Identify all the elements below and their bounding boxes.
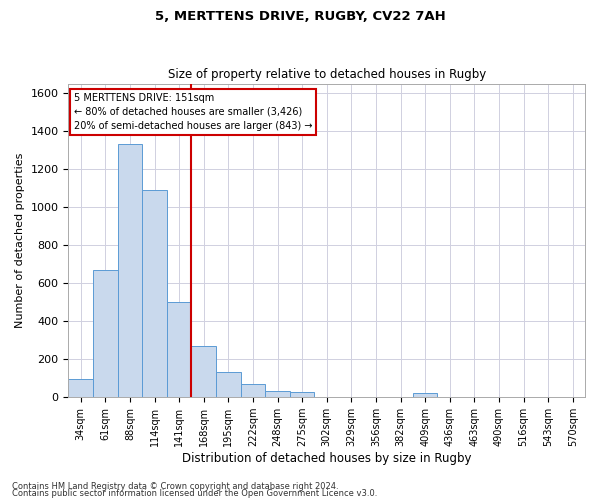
Bar (413, 394, 437, 397)
Bar (216, 372, 241, 397)
Text: 5, MERTTENS DRIVE, RUGBY, CV22 7AH: 5, MERTTENS DRIVE, RUGBY, CV22 7AH (155, 10, 445, 23)
Bar (93, 270, 118, 397)
Bar (241, 384, 265, 397)
Bar (191, 346, 216, 397)
Bar (167, 302, 191, 397)
Bar (142, 190, 167, 397)
Text: Contains HM Land Registry data © Crown copyright and database right 2024.: Contains HM Land Registry data © Crown c… (12, 482, 338, 491)
Bar (68, 379, 93, 397)
Bar (118, 144, 142, 397)
X-axis label: Distribution of detached houses by size in Rugby: Distribution of detached houses by size … (182, 452, 472, 465)
Text: Contains public sector information licensed under the Open Government Licence v3: Contains public sector information licen… (12, 489, 377, 498)
Bar (265, 390, 290, 397)
Title: Size of property relative to detached houses in Rugby: Size of property relative to detached ho… (167, 68, 486, 81)
Y-axis label: Number of detached properties: Number of detached properties (15, 152, 25, 328)
Text: 5 MERTTENS DRIVE: 151sqm
← 80% of detached houses are smaller (3,426)
20% of sem: 5 MERTTENS DRIVE: 151sqm ← 80% of detach… (74, 93, 312, 131)
Bar (290, 392, 314, 397)
